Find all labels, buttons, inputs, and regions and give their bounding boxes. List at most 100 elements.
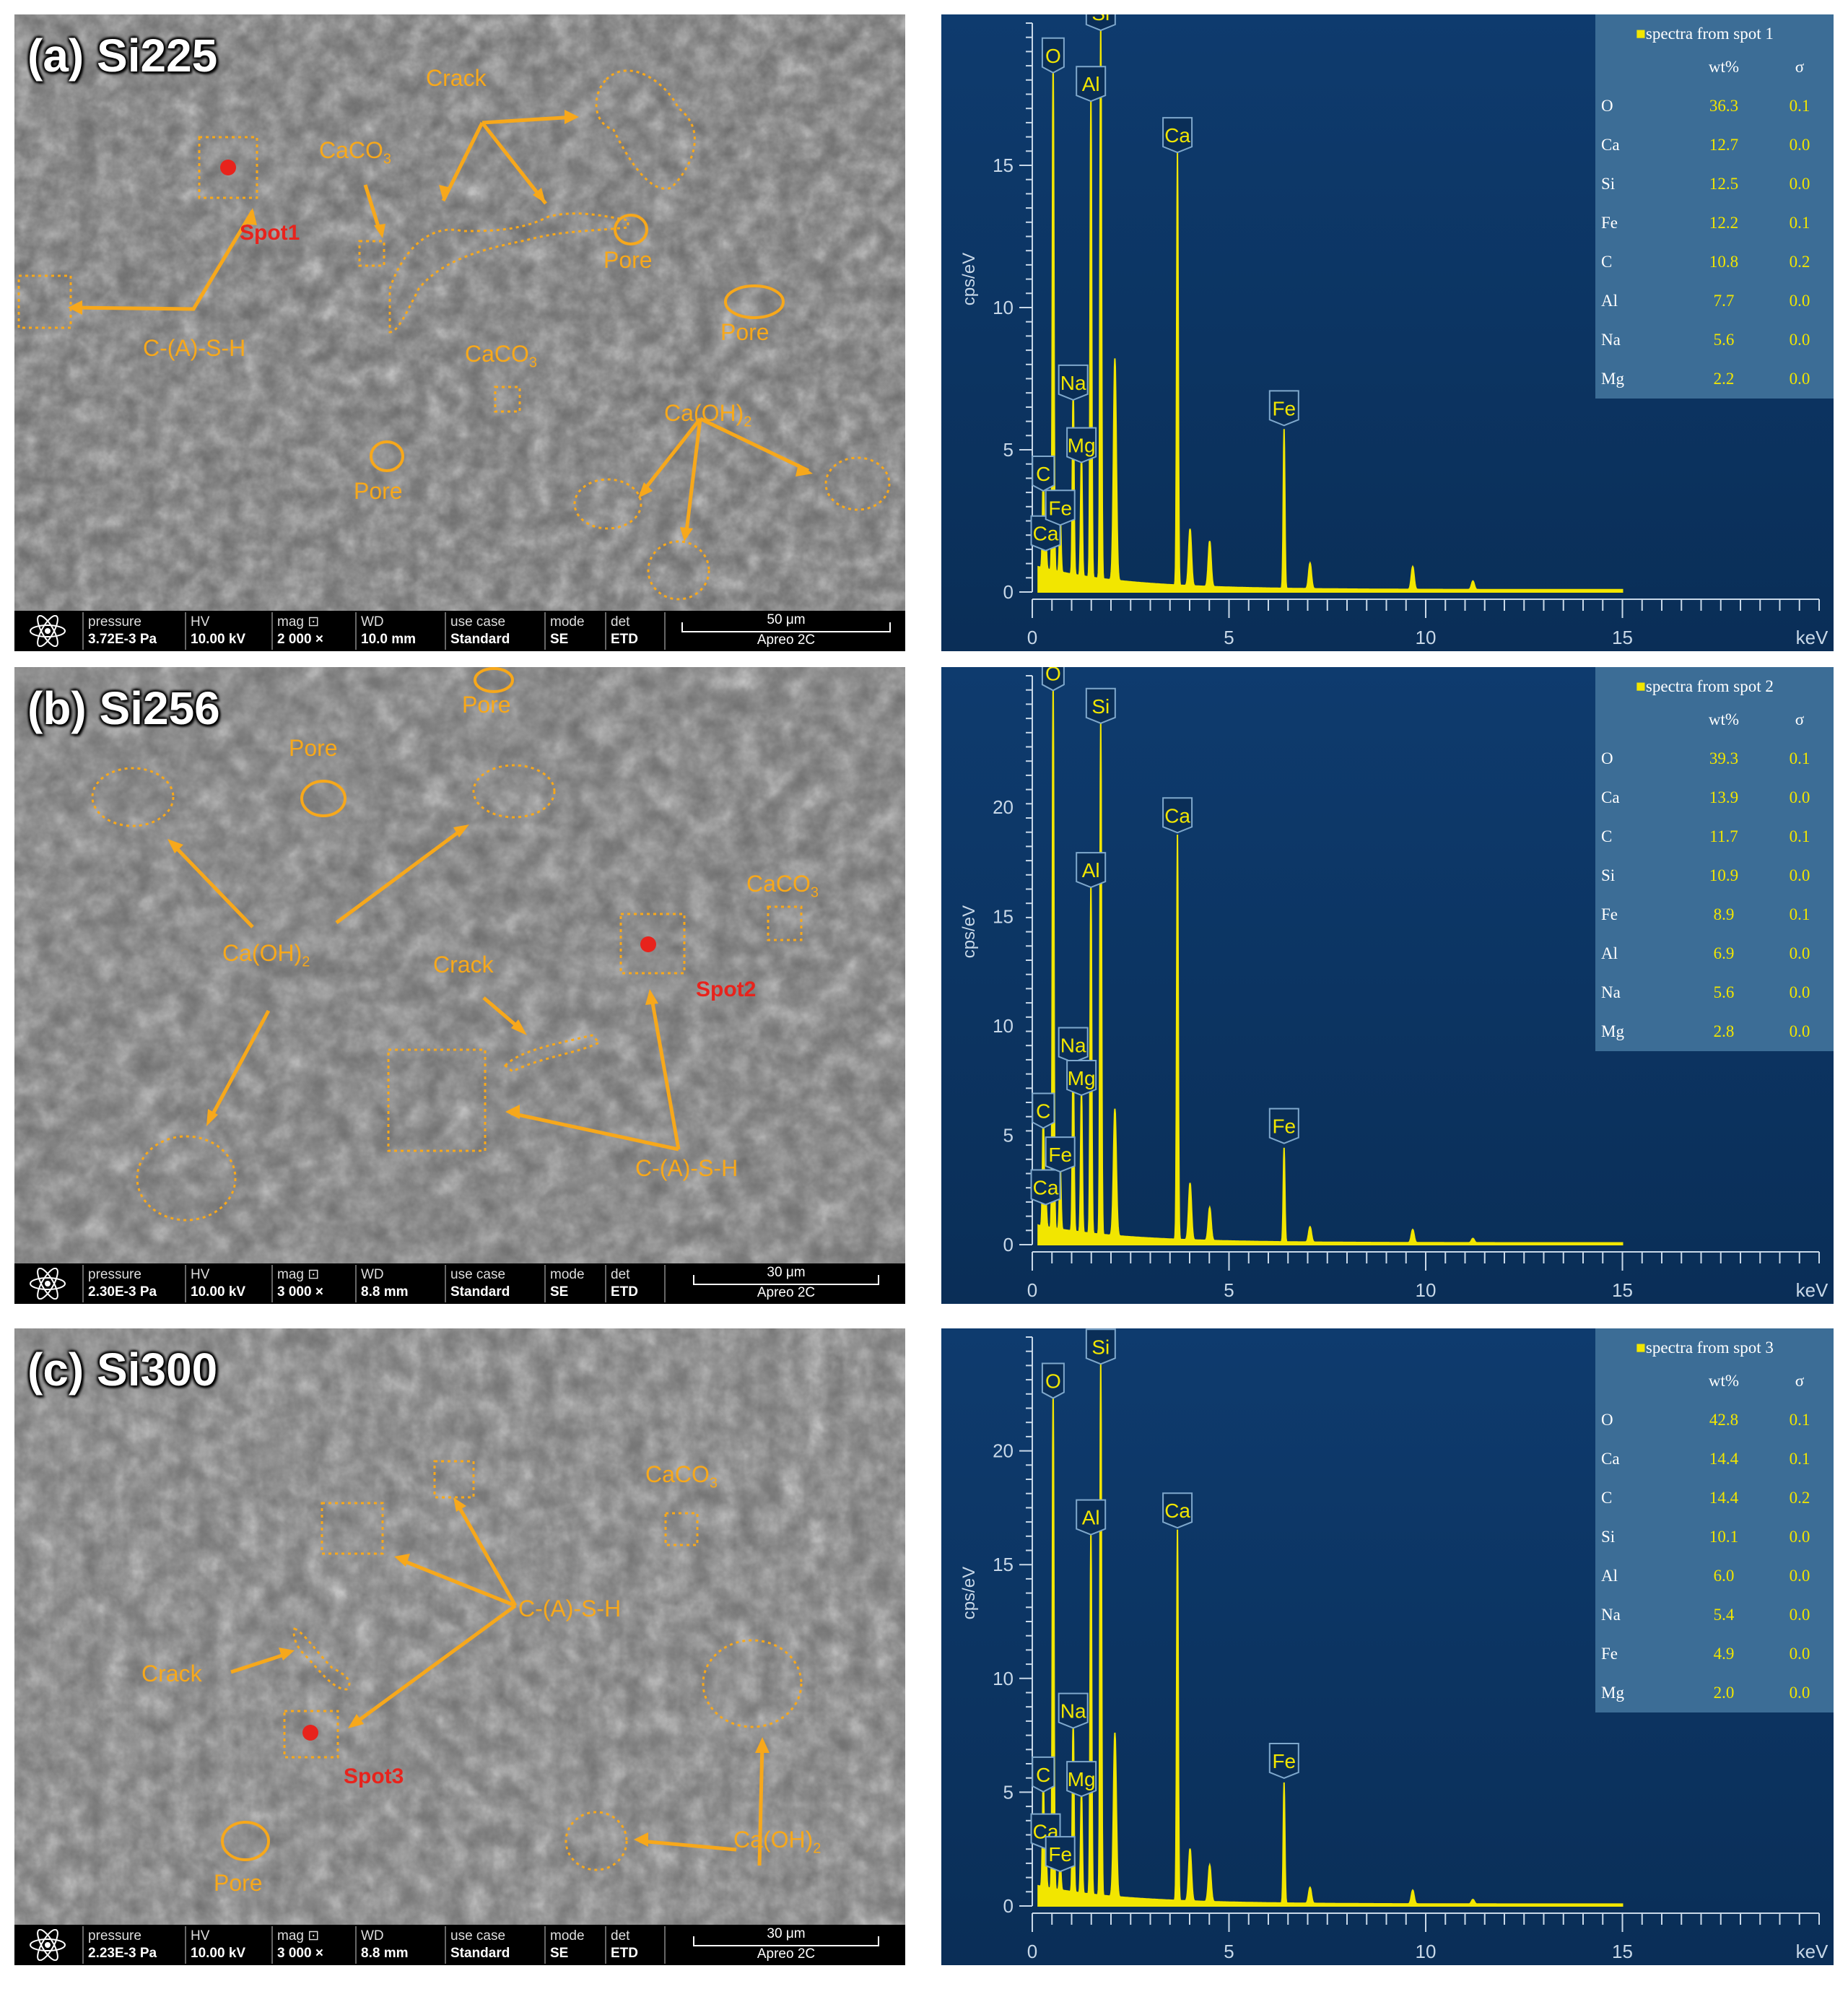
- label-cash: C-(A)-S-H: [635, 1155, 738, 1181]
- table-row: Fe 12.2 0.1: [1595, 204, 1834, 243]
- y-tick-label: 15: [993, 1554, 1014, 1575]
- peak-tag: [1076, 852, 1107, 889]
- label-spot: Spot1: [240, 221, 300, 245]
- peak-tag: [1032, 1756, 1055, 1793]
- panel-title: (c) Si300: [27, 1344, 218, 1396]
- element-cell: Na: [1601, 331, 1621, 349]
- label-caco3: CaCO3: [746, 871, 819, 901]
- y-tick-label: 0: [1003, 1895, 1014, 1917]
- sigma-cell: 0.2: [1789, 1489, 1810, 1507]
- sigma-cell: 0.0: [1789, 788, 1810, 806]
- peak-label: Ca: [1162, 1492, 1193, 1529]
- table-row: Na 5.6 0.0: [1595, 321, 1834, 360]
- table-row: Si 10.1 0.0: [1595, 1518, 1834, 1557]
- row-b: (b) Si256 Pore Pore CaCO3 Ca(OH)2 Crack …: [0, 667, 1848, 1304]
- peak-text: Ca: [1164, 124, 1190, 147]
- label-pore: Pore: [214, 1870, 263, 1896]
- table-row: Na 5.6 0.0: [1595, 973, 1834, 1012]
- wt-cell: 11.7: [1709, 827, 1738, 845]
- info-mode: mode SE: [550, 614, 585, 647]
- label-caoh2: Ca(OH)2: [733, 1827, 821, 1857]
- divider: [544, 1265, 546, 1302]
- element-cell: Mg: [1601, 1022, 1624, 1040]
- peak-label: C: [1032, 455, 1055, 492]
- table-row: Fe 4.9 0.0: [1595, 1635, 1834, 1674]
- peak-label: Mg: [1066, 1761, 1097, 1798]
- divider: [605, 1926, 606, 1964]
- divider: [355, 1265, 357, 1302]
- table-row: Si 10.9 0.0: [1595, 856, 1834, 895]
- divider: [271, 612, 273, 650]
- col-sigma: σ: [1795, 710, 1805, 728]
- info-pressure: pressure 2.23E-3 Pa: [88, 1928, 157, 1961]
- panel-title: (b) Si256: [27, 682, 220, 734]
- sigma-cell: 0.0: [1789, 866, 1810, 884]
- element-cell: O: [1601, 749, 1613, 767]
- sigma-cell: 0.1: [1789, 1411, 1810, 1429]
- wt-cell: 10.1: [1709, 1528, 1739, 1546]
- peak-text: Mg: [1068, 1067, 1096, 1089]
- sigma-cell: 0.0: [1789, 944, 1810, 962]
- label-cash: C-(A)-S-H: [518, 1596, 622, 1622]
- peak-text: Fe: [1048, 1144, 1072, 1166]
- wt-cell: 39.3: [1709, 749, 1739, 767]
- element-cell: Na: [1601, 1606, 1621, 1624]
- peak-text: C: [1036, 1764, 1050, 1786]
- peak-text: Fe: [1272, 397, 1296, 419]
- y-tick-label: 10: [993, 1015, 1014, 1037]
- scale-bar: 30 μm Apreo 2C: [671, 1926, 901, 1965]
- x-tick-label: 15: [1612, 1279, 1633, 1301]
- table-row: O 39.3 0.1: [1595, 739, 1834, 778]
- sem-infobar: pressure 2.30E-3 Pa HV 10.00 kV mag ⊡ 3 000…: [14, 1263, 905, 1304]
- label-pore: Pore: [354, 478, 403, 504]
- peak-label: Si: [1085, 1328, 1116, 1365]
- element-cell: O: [1601, 1411, 1613, 1429]
- peak-tag: [1045, 1836, 1076, 1873]
- sigma-cell: 0.1: [1789, 905, 1810, 923]
- peak-text: Si: [1091, 695, 1110, 718]
- peak-label: O: [1041, 667, 1065, 692]
- wt-cell: 4.9: [1713, 1645, 1735, 1663]
- peak-label: Fe: [1268, 390, 1299, 427]
- peak-tag: [1162, 797, 1193, 834]
- table-row: Al 6.9 0.0: [1595, 934, 1834, 973]
- sem-texture: [14, 14, 905, 611]
- peak-tag: [1268, 390, 1299, 427]
- peak-tag: [1066, 1060, 1097, 1097]
- x-tick-label: 5: [1224, 1279, 1234, 1301]
- table-row: Ca 14.4 0.1: [1595, 1440, 1834, 1479]
- divider: [82, 1265, 84, 1302]
- wt-cell: 13.9: [1709, 788, 1739, 806]
- info-use-case: use case Standard: [450, 614, 510, 647]
- element-cell: Mg: [1601, 1684, 1624, 1702]
- eds-chart: 0 5 10 15 20 0 5 10 15 keV cps/eV Ca C O Fe Na Mg Al Si Ca F…: [959, 1328, 1829, 1962]
- peak-text: O: [1045, 1370, 1061, 1393]
- table-row: O 36.3 0.1: [1595, 87, 1834, 126]
- info-hv: HV 10.00 kV: [191, 614, 246, 647]
- wt-cell: 5.6: [1713, 983, 1735, 1001]
- wt-cell: 12.7: [1709, 136, 1739, 154]
- peak-label: Ca: [1030, 1169, 1061, 1206]
- y-tick-label: 5: [1003, 439, 1014, 461]
- sigma-cell: 0.0: [1789, 175, 1810, 193]
- peak-tag: [1066, 427, 1097, 463]
- divider: [185, 1926, 186, 1964]
- peak-text: Mg: [1068, 435, 1096, 457]
- divider: [605, 1265, 606, 1302]
- element-cell: Mg: [1601, 370, 1624, 388]
- divider: [355, 1926, 357, 1964]
- sigma-cell: 0.0: [1789, 1567, 1810, 1585]
- peak-text: Si: [1091, 14, 1110, 25]
- peak-text: Fe: [1048, 1843, 1072, 1866]
- table-title: spectra from spot 3: [1645, 1339, 1774, 1357]
- label-caco3: CaCO3: [319, 137, 392, 167]
- label-crack: Crack: [433, 952, 494, 978]
- panel-title: (a) Si225: [27, 30, 218, 82]
- divider: [544, 1926, 546, 1964]
- table-row: Al 7.7 0.0: [1595, 282, 1834, 321]
- label-crack: Crack: [426, 65, 487, 91]
- element-cell: Fe: [1601, 1645, 1618, 1663]
- atom-icon: [30, 615, 66, 647]
- divider: [445, 1926, 446, 1964]
- table-row: Ca 13.9 0.0: [1595, 778, 1834, 817]
